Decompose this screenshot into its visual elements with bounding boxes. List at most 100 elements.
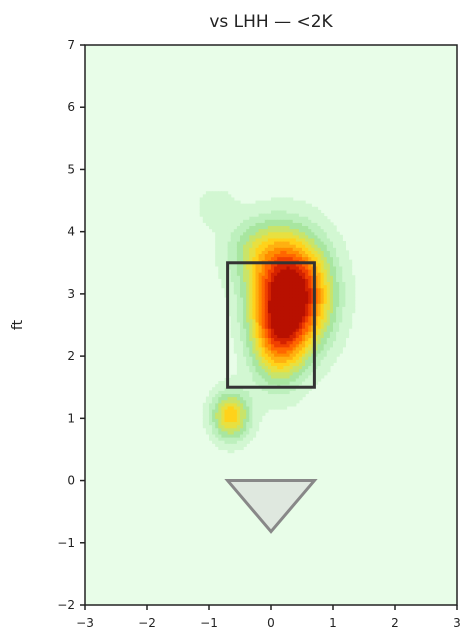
density-cell bbox=[317, 241, 322, 245]
density-cell bbox=[323, 237, 328, 242]
density-cell bbox=[333, 250, 337, 255]
density-cell bbox=[249, 290, 253, 295]
density-cell bbox=[252, 359, 257, 363]
density-cell bbox=[246, 405, 250, 410]
density-cell bbox=[292, 359, 297, 363]
density-cell bbox=[339, 284, 343, 289]
density-cell bbox=[224, 390, 229, 395]
density-cell bbox=[224, 412, 229, 416]
density-cell bbox=[271, 346, 275, 351]
density-cell bbox=[277, 213, 281, 217]
density-cell bbox=[292, 275, 297, 279]
density-cell bbox=[209, 225, 213, 230]
density-cell bbox=[286, 269, 291, 273]
density-cell bbox=[252, 340, 257, 345]
density-cell bbox=[212, 415, 216, 419]
density-cell bbox=[236, 387, 241, 391]
density-cell bbox=[230, 396, 235, 401]
density-cell bbox=[271, 203, 275, 208]
density-cell bbox=[298, 278, 303, 283]
density-cell bbox=[267, 200, 272, 205]
density-cell bbox=[345, 281, 350, 286]
density-cell bbox=[249, 256, 253, 261]
density-cell bbox=[246, 433, 250, 438]
density-cell bbox=[298, 356, 303, 360]
density-cell bbox=[286, 390, 291, 395]
density-cell bbox=[230, 287, 235, 292]
density-cell bbox=[264, 362, 269, 367]
density-cell bbox=[240, 393, 244, 398]
density-cell bbox=[283, 315, 288, 320]
density-cell bbox=[236, 297, 241, 301]
density-cell bbox=[261, 337, 266, 342]
density-cell bbox=[252, 346, 257, 351]
density-cell bbox=[305, 346, 309, 351]
density-cell bbox=[218, 272, 222, 276]
density-cell bbox=[286, 359, 291, 363]
density-cell bbox=[274, 331, 278, 335]
density-cell bbox=[283, 374, 288, 379]
density-cell bbox=[258, 377, 263, 382]
density-cell bbox=[274, 399, 278, 404]
density-cell bbox=[218, 225, 222, 230]
density-cell bbox=[215, 219, 219, 223]
density-cell bbox=[292, 377, 297, 382]
density-cell bbox=[233, 265, 238, 270]
density-cell bbox=[249, 312, 253, 317]
density-cell bbox=[314, 206, 319, 211]
density-cell bbox=[289, 346, 294, 351]
density-cell bbox=[215, 228, 219, 233]
y-tick-label: 3 bbox=[67, 287, 75, 301]
x-axis: −3 −2 −1 0 1 2 3 bbox=[76, 605, 461, 630]
density-cell bbox=[323, 228, 328, 233]
density-cell bbox=[317, 253, 322, 258]
density-cell bbox=[298, 265, 303, 270]
density-cell bbox=[305, 374, 309, 379]
density-cell bbox=[258, 234, 263, 239]
density-cell bbox=[240, 315, 244, 320]
density-cell bbox=[258, 216, 263, 220]
density-cell bbox=[249, 237, 253, 242]
density-cell bbox=[267, 349, 272, 354]
density-cell bbox=[230, 318, 235, 323]
density-cell bbox=[317, 318, 322, 323]
density-cell bbox=[227, 272, 232, 276]
density-cell bbox=[205, 200, 210, 205]
density-cell bbox=[289, 293, 294, 298]
density-cell bbox=[289, 353, 294, 357]
density-cell bbox=[298, 225, 303, 230]
density-cell bbox=[323, 253, 328, 258]
density-cell bbox=[336, 259, 340, 264]
density-cell bbox=[314, 374, 319, 379]
density-cell bbox=[261, 293, 266, 298]
density-cell bbox=[233, 225, 238, 230]
density-cell bbox=[298, 287, 303, 292]
density-cell bbox=[292, 222, 297, 227]
density-cell bbox=[267, 321, 272, 326]
density-cell bbox=[317, 340, 322, 345]
density-cell bbox=[323, 343, 328, 348]
density-cell bbox=[271, 340, 275, 345]
density-cell bbox=[243, 237, 247, 242]
density-cell bbox=[246, 228, 250, 233]
density-cell bbox=[227, 237, 232, 242]
density-cell bbox=[277, 256, 281, 261]
density-cell bbox=[252, 349, 257, 354]
density-cell bbox=[246, 337, 250, 342]
x-tick-label: 2 bbox=[391, 616, 399, 630]
density-cell bbox=[323, 297, 328, 301]
density-cell bbox=[348, 265, 353, 270]
density-cell bbox=[280, 275, 284, 279]
density-cell bbox=[308, 216, 312, 220]
density-cell bbox=[305, 203, 309, 208]
density-cell bbox=[264, 265, 269, 270]
density-cell bbox=[261, 228, 266, 233]
density-cell bbox=[252, 424, 257, 429]
density-cell bbox=[267, 256, 272, 261]
density-cell bbox=[264, 306, 269, 311]
density-cell bbox=[215, 402, 219, 407]
density-cell bbox=[230, 433, 235, 438]
density-cell bbox=[314, 303, 319, 307]
density-cell bbox=[271, 365, 275, 370]
